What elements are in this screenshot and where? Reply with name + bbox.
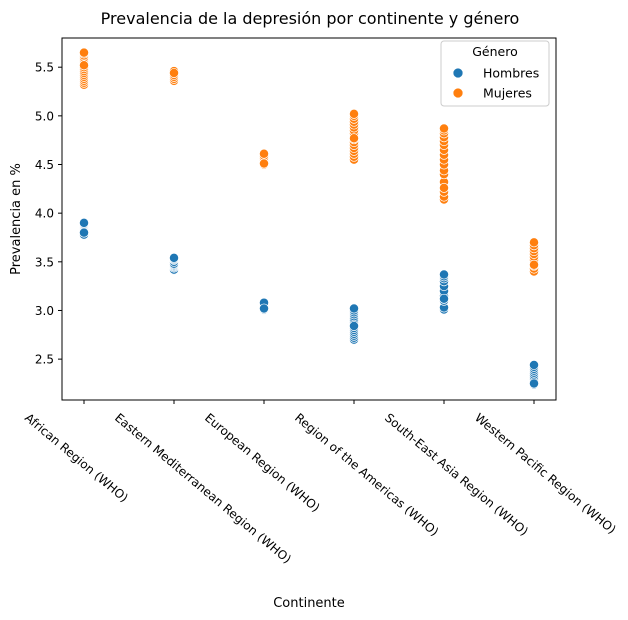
y-tick-label: 4.0 <box>35 207 54 221</box>
data-point-hombres <box>529 360 539 370</box>
data-point-mujeres <box>529 237 539 248</box>
data-point-mujeres <box>79 60 89 71</box>
legend-label-mujeres: Mujeres <box>483 86 532 101</box>
x-axis-ticks: African Region (WHO)Eastern Mediterranea… <box>22 400 619 566</box>
legend-title: Género <box>472 44 518 59</box>
legend-box <box>440 40 550 107</box>
data-point-hombres <box>259 303 269 314</box>
legend-marker-mujeres <box>452 87 464 99</box>
data-point-mujeres <box>259 158 269 169</box>
y-tick-label: 3.0 <box>35 304 54 318</box>
data-point-hombres <box>529 378 539 389</box>
data-point-hombres <box>439 293 449 304</box>
data-point-hombres <box>439 269 449 280</box>
data-points <box>79 47 539 390</box>
y-tick-label: 5.5 <box>35 61 54 75</box>
y-tick-label: 3.5 <box>35 255 54 269</box>
x-tick-label: Region of the Americas (WHO) <box>292 411 441 539</box>
y-axis-ticks: 2.5 3.0 3.5 4.0 4.5 5.0 5.5 <box>35 61 62 367</box>
data-point-hombres <box>349 321 359 331</box>
data-point-mujeres <box>259 148 269 159</box>
legend: Género Hombres Mujeres <box>440 40 550 107</box>
x-tick-label: Western Pacific Region (WHO) <box>472 411 619 537</box>
legend-label-hombres: Hombres <box>483 66 539 81</box>
data-point-hombres <box>169 252 179 263</box>
data-point-hombres <box>79 227 89 238</box>
y-axis-label: Prevalencia en % <box>9 163 24 275</box>
x-tick-label: Eastern Mediterranean Region (WHO) <box>112 411 294 567</box>
data-point-hombres <box>79 217 89 228</box>
data-point-mujeres <box>349 108 359 119</box>
data-point-mujeres <box>529 259 539 270</box>
data-point-hombres <box>349 303 359 314</box>
data-point-mujeres <box>439 123 449 134</box>
data-point-mujeres <box>169 68 179 78</box>
legend-marker-hombres <box>452 67 464 79</box>
data-point-mujeres <box>439 182 449 193</box>
plot-frame <box>61 37 557 401</box>
chart-title: Prevalencia de la depresión por continen… <box>101 9 520 28</box>
x-axis-label: Continente <box>273 596 345 611</box>
x-tick-label: African Region (WHO) <box>22 411 131 505</box>
data-point-mujeres <box>79 47 89 58</box>
y-tick-label: 5.0 <box>35 109 54 123</box>
data-point-mujeres <box>349 133 359 144</box>
x-tick-label: South-East Asia Region (WHO) <box>382 411 531 539</box>
y-tick-label: 2.5 <box>35 353 54 367</box>
y-tick-label: 4.5 <box>35 158 54 172</box>
